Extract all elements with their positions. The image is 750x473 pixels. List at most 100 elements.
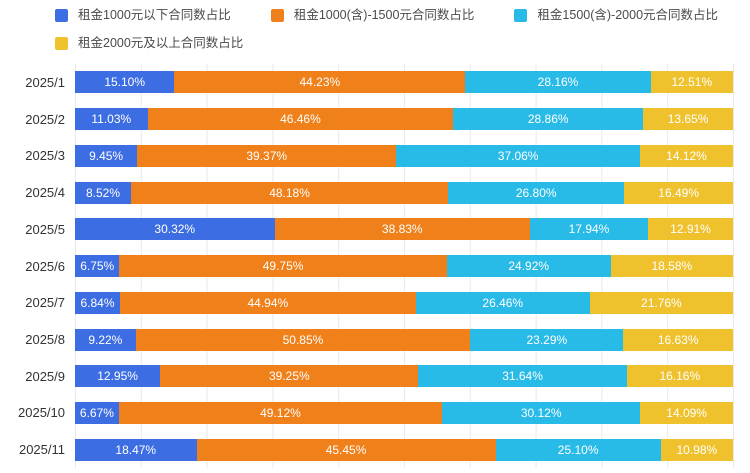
bar-segment[interactable]: 16.49%: [624, 181, 733, 204]
bar-segment[interactable]: 16.63%: [623, 328, 733, 351]
segment-value: 6.75%: [80, 259, 115, 274]
bar-segment[interactable]: 11.03%: [75, 108, 148, 131]
legend-item-label: 租金1000元以下合同数占比: [78, 8, 231, 22]
bar-segment[interactable]: 30.32%: [75, 218, 275, 241]
segment-value: 39.37%: [246, 148, 288, 163]
stacked-bar: 12.95% 39.25% 31.64% 16.16%: [75, 365, 733, 388]
category-label: 2025/11: [18, 442, 65, 458]
bar-segment[interactable]: 28.86%: [453, 108, 644, 131]
category-label: 2025/5: [25, 221, 65, 237]
bar-segment[interactable]: 6.67%: [75, 401, 119, 424]
stacked-bar: 18.47% 45.45% 25.10% 10.98%: [75, 438, 733, 461]
segment-value: 28.86%: [527, 112, 569, 127]
segment-value: 16.49%: [658, 185, 699, 200]
bar-segment[interactable]: 24.92%: [446, 255, 611, 278]
legend-swatch-icon: [55, 8, 68, 22]
bar-segment[interactable]: 25.10%: [495, 438, 661, 461]
bar-segment[interactable]: 49.75%: [119, 255, 447, 278]
bar-segment[interactable]: 38.83%: [274, 218, 530, 241]
bar-row: 2025/6 6.75% 49.75% 24.92% 18.58%: [0, 248, 750, 285]
bar-segment[interactable]: 21.76%: [589, 291, 733, 314]
stacked-bar: 8.52% 48.18% 26.80% 16.49%: [75, 181, 733, 204]
bar-row: 2025/10 6.67% 49.12% 30.12% 14.09%: [0, 395, 750, 432]
category-label: 2025/6: [25, 258, 65, 274]
segment-value: 25.10%: [557, 442, 599, 457]
segment-value: 28.16%: [537, 75, 579, 90]
segment-value: 6.67%: [79, 405, 114, 420]
bar-segment[interactable]: 14.09%: [640, 401, 733, 424]
stacked-bar: 6.67% 49.12% 30.12% 14.09%: [75, 401, 733, 424]
bar-segment[interactable]: 48.18%: [131, 181, 449, 204]
bar-row: 2025/7 6.84% 44.94% 26.46% 21.76%: [0, 284, 750, 321]
bar-segment[interactable]: 46.46%: [147, 108, 454, 131]
legend-item-2[interactable]: 租金1000(含)-1500元合同数占比: [270, 7, 475, 23]
category-label: 2025/2: [25, 111, 65, 127]
bar-row: 2025/2 11.03% 46.46% 28.86% 13.65%: [0, 101, 750, 138]
bar-segment[interactable]: 49.12%: [118, 401, 443, 424]
segment-value: 14.09%: [666, 405, 707, 420]
bar-segment[interactable]: 26.46%: [415, 291, 590, 314]
segment-value: 31.64%: [502, 369, 543, 384]
bar-segment[interactable]: 39.25%: [160, 365, 419, 388]
bar-segment[interactable]: 8.52%: [75, 181, 132, 204]
segment-value: 12.51%: [671, 75, 713, 90]
bar-segment[interactable]: 10.98%: [660, 438, 733, 461]
bar-segment[interactable]: 31.64%: [418, 365, 627, 388]
segment-value: 14.12%: [666, 148, 707, 163]
legend-swatch-icon: [514, 8, 528, 22]
bar-segment[interactable]: 13.65%: [643, 108, 733, 131]
bar-segment[interactable]: 9.22%: [75, 328, 136, 351]
bar-segment[interactable]: 28.16%: [465, 71, 651, 94]
segment-value: 44.23%: [299, 75, 341, 90]
segment-value: 30.32%: [154, 222, 196, 237]
segment-value: 17.94%: [568, 222, 610, 237]
bar-segment[interactable]: 9.45%: [75, 144, 138, 167]
bar-segment[interactable]: 30.12%: [442, 401, 641, 424]
bar-segment[interactable]: 45.45%: [196, 438, 496, 461]
bar-segment[interactable]: 12.95%: [75, 365, 161, 388]
legend-item-label: 租金1500(含)-2000元合同数占比: [537, 8, 719, 22]
bar-segment[interactable]: 23.29%: [470, 328, 624, 351]
segment-value: 49.12%: [260, 405, 301, 420]
segment-value: 48.18%: [269, 185, 310, 200]
bar-segment[interactable]: 18.58%: [610, 255, 733, 278]
bar-segment[interactable]: 50.85%: [135, 328, 471, 351]
bar-segment[interactable]: 44.94%: [120, 291, 416, 314]
stacked-bar: 9.45% 39.37% 37.06% 14.12%: [75, 144, 733, 167]
bar-segment[interactable]: 44.23%: [174, 71, 466, 94]
stacked-bar: 6.84% 44.94% 26.46% 21.76%: [75, 291, 733, 314]
bar-row: 2025/5 30.32% 38.83% 17.94% 12.91%: [0, 211, 750, 248]
bar-segment[interactable]: 14.12%: [640, 144, 733, 167]
legend-item-label: 租金2000元及以上合同数占比: [78, 36, 244, 50]
bar-segment[interactable]: 18.47%: [75, 438, 197, 461]
bar-segment[interactable]: 16.16%: [626, 365, 733, 388]
segment-value: 44.94%: [247, 295, 289, 310]
segment-value: 24.92%: [508, 259, 550, 274]
category-label: 2025/4: [25, 185, 65, 201]
segment-value: 9.45%: [89, 148, 124, 163]
category-label: 2025/9: [25, 368, 65, 384]
legend-item-3[interactable]: 租金1500(含)-2000元合同数占比: [514, 7, 718, 23]
segment-value: 12.91%: [670, 222, 711, 237]
legend-item-label: 租金1000(含)-1500元合同数占比: [293, 8, 475, 22]
category-label: 2025/7: [25, 295, 65, 311]
bar-segment[interactable]: 26.80%: [448, 181, 625, 204]
category-label: 2025/10: [18, 405, 65, 421]
bar-segment[interactable]: 12.51%: [650, 71, 733, 94]
bar-row: 2025/8 9.22% 50.85% 23.29% 16.63%: [0, 321, 750, 358]
bar-row: 2025/9 12.95% 39.25% 31.64% 16.16%: [0, 358, 750, 395]
bar-segment[interactable]: 15.10%: [75, 71, 175, 94]
legend-item-4[interactable]: 租金2000元及以上合同数占比: [55, 35, 243, 51]
bar-segment[interactable]: 6.84%: [75, 291, 120, 314]
bar-segment[interactable]: 12.91%: [648, 218, 733, 241]
segment-value: 11.03%: [91, 112, 132, 127]
bar-segment[interactable]: 37.06%: [396, 144, 641, 167]
category-label: 2025/8: [25, 332, 65, 347]
legend-swatch-icon: [55, 36, 68, 50]
segment-value: 18.47%: [115, 442, 157, 457]
bar-segment[interactable]: 17.94%: [530, 218, 649, 241]
bar-segment[interactable]: 6.75%: [75, 255, 120, 278]
segment-value: 26.46%: [482, 295, 524, 310]
bar-segment[interactable]: 39.37%: [137, 144, 397, 167]
legend-item-1[interactable]: 租金1000元以下合同数占比: [55, 7, 231, 23]
